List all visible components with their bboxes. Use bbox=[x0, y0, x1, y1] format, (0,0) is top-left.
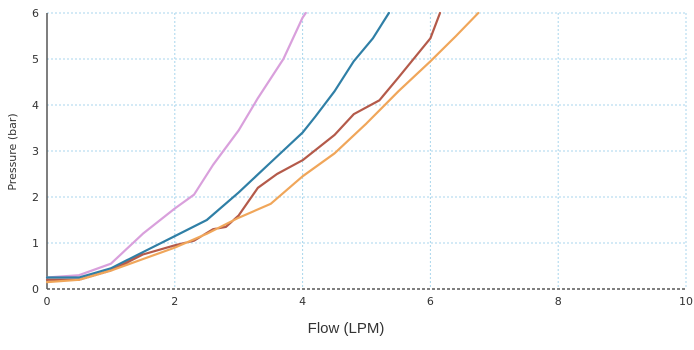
axes bbox=[46, 13, 686, 290]
y-tick-label: 2 bbox=[32, 191, 39, 204]
y-axis-title: Pressure (bar) bbox=[6, 113, 19, 190]
x-tick-label: 6 bbox=[427, 295, 434, 308]
y-tick-label: 6 bbox=[32, 7, 39, 20]
x-tick-label: 10 bbox=[679, 295, 693, 308]
tick-labels: 0 2 4 6 8 10 0 1 2 3 4 5 6 bbox=[32, 7, 693, 308]
y-tick-label: 5 bbox=[32, 53, 39, 66]
x-tick-label: 0 bbox=[44, 295, 51, 308]
y-tick-label: 0 bbox=[32, 283, 39, 296]
series-line-4 bbox=[45, 11, 480, 284]
y-tick-label: 3 bbox=[32, 145, 39, 158]
series-line-1 bbox=[45, 11, 307, 279]
x-tick-label: 4 bbox=[299, 295, 306, 308]
series-line-2 bbox=[45, 11, 390, 279]
grid bbox=[47, 12, 687, 289]
x-axis-title: Flow (LPM) bbox=[308, 320, 385, 337]
series-line-3 bbox=[45, 11, 442, 281]
x-tick-label: 2 bbox=[171, 295, 178, 308]
y-tick-label: 4 bbox=[32, 99, 39, 112]
series-lines bbox=[45, 11, 480, 284]
y-tick-label: 1 bbox=[32, 237, 39, 250]
x-tick-label: 8 bbox=[555, 295, 562, 308]
